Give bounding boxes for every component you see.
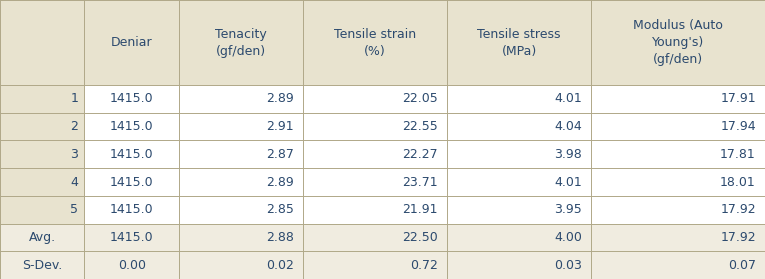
Text: 5: 5	[70, 203, 78, 216]
Bar	[0, 0, 84, 85]
Bar	[591, 113, 765, 141]
Text: 1: 1	[70, 92, 78, 105]
Text: 4.00: 4.00	[554, 231, 582, 244]
Text: 23.71: 23.71	[402, 175, 438, 189]
Bar	[0, 251, 84, 279]
Text: 22.55: 22.55	[402, 120, 438, 133]
Text: 17.92: 17.92	[720, 203, 756, 216]
Text: Tenacity
(gf/den): Tenacity (gf/den)	[215, 28, 267, 57]
Text: 0.00: 0.00	[118, 259, 145, 272]
Bar	[0, 168, 84, 196]
Bar	[179, 0, 303, 85]
Bar	[179, 223, 303, 251]
Text: S-Dev.: S-Dev.	[22, 259, 63, 272]
Bar	[303, 85, 447, 113]
Bar	[179, 196, 303, 223]
Text: 17.91: 17.91	[720, 92, 756, 105]
Text: 3: 3	[70, 148, 78, 161]
Bar	[303, 168, 447, 196]
Bar	[84, 85, 179, 113]
Text: 4.01: 4.01	[554, 175, 582, 189]
Text: 17.94: 17.94	[720, 120, 756, 133]
Text: 17.92: 17.92	[720, 231, 756, 244]
Bar	[179, 168, 303, 196]
Text: 2.85: 2.85	[266, 203, 294, 216]
Text: 2.89: 2.89	[266, 175, 294, 189]
Bar	[0, 85, 84, 113]
Bar	[303, 113, 447, 141]
Text: 2.91: 2.91	[266, 120, 294, 133]
Bar	[179, 141, 303, 168]
Text: 0.03: 0.03	[554, 259, 582, 272]
Text: Deniar: Deniar	[111, 36, 152, 49]
Bar	[84, 113, 179, 141]
Bar	[591, 0, 765, 85]
Bar	[84, 196, 179, 223]
Text: 1415.0: 1415.0	[110, 175, 154, 189]
Text: 1415.0: 1415.0	[110, 120, 154, 133]
Bar	[0, 141, 84, 168]
Text: 17.81: 17.81	[720, 148, 756, 161]
Bar	[303, 196, 447, 223]
Bar	[303, 0, 447, 85]
Text: Tensile strain
(%): Tensile strain (%)	[334, 28, 416, 57]
Bar	[447, 0, 591, 85]
Bar	[447, 85, 591, 113]
Bar	[447, 223, 591, 251]
Text: 3.98: 3.98	[554, 148, 582, 161]
Bar	[591, 196, 765, 223]
Text: 22.27: 22.27	[402, 148, 438, 161]
Text: 4.01: 4.01	[554, 92, 582, 105]
Bar	[303, 141, 447, 168]
Bar	[84, 168, 179, 196]
Bar	[84, 0, 179, 85]
Bar	[591, 141, 765, 168]
Text: 1415.0: 1415.0	[110, 231, 154, 244]
Bar	[179, 113, 303, 141]
Bar	[179, 251, 303, 279]
Text: 0.72: 0.72	[410, 259, 438, 272]
Text: 4.04: 4.04	[554, 120, 582, 133]
Bar	[447, 141, 591, 168]
Bar	[84, 141, 179, 168]
Text: 4: 4	[70, 175, 78, 189]
Text: 1415.0: 1415.0	[110, 148, 154, 161]
Bar	[84, 223, 179, 251]
Text: Tensile stress
(MPa): Tensile stress (MPa)	[477, 28, 561, 57]
Bar	[447, 196, 591, 223]
Bar	[591, 251, 765, 279]
Bar	[0, 196, 84, 223]
Bar	[303, 251, 447, 279]
Bar	[303, 223, 447, 251]
Bar	[84, 251, 179, 279]
Bar	[591, 168, 765, 196]
Bar	[447, 251, 591, 279]
Text: 0.07: 0.07	[728, 259, 756, 272]
Text: 1415.0: 1415.0	[110, 203, 154, 216]
Text: 2.88: 2.88	[266, 231, 294, 244]
Text: 3.95: 3.95	[554, 203, 582, 216]
Text: Modulus (Auto
Young's)
(gf/den): Modulus (Auto Young's) (gf/den)	[633, 19, 723, 66]
Bar	[591, 223, 765, 251]
Text: 2.89: 2.89	[266, 92, 294, 105]
Bar	[447, 113, 591, 141]
Text: 2: 2	[70, 120, 78, 133]
Bar	[179, 85, 303, 113]
Bar	[0, 223, 84, 251]
Text: 18.01: 18.01	[720, 175, 756, 189]
Text: 21.91: 21.91	[402, 203, 438, 216]
Text: 1415.0: 1415.0	[110, 92, 154, 105]
Bar	[447, 168, 591, 196]
Bar	[0, 113, 84, 141]
Text: 0.02: 0.02	[266, 259, 294, 272]
Text: 22.50: 22.50	[402, 231, 438, 244]
Text: Avg.: Avg.	[28, 231, 56, 244]
Text: 2.87: 2.87	[266, 148, 294, 161]
Text: 22.05: 22.05	[402, 92, 438, 105]
Bar	[591, 85, 765, 113]
